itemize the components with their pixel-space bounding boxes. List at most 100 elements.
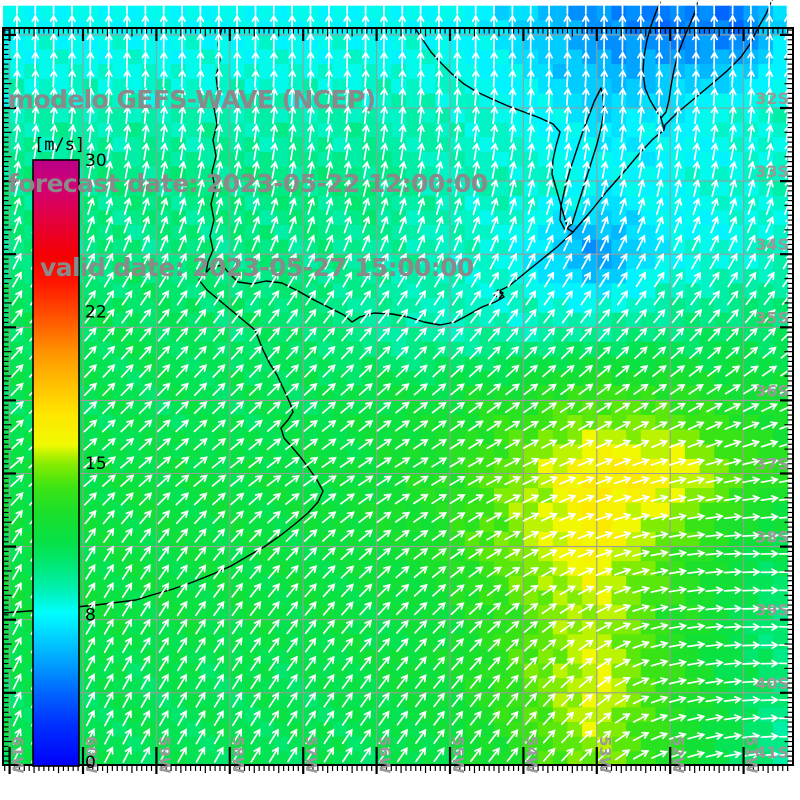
field-cell — [112, 151, 128, 167]
field-cell — [259, 5, 275, 21]
field-cell — [185, 707, 201, 723]
field-cell — [655, 575, 671, 591]
field-cell — [185, 93, 201, 109]
field-cell — [185, 385, 201, 401]
field-cell — [552, 678, 568, 694]
field-cell — [273, 166, 289, 182]
field-cell — [3, 181, 11, 197]
field-cell — [185, 166, 201, 182]
field-cell — [479, 648, 495, 664]
field-cell — [464, 634, 480, 650]
field-cell — [185, 561, 201, 577]
field-cell — [185, 488, 201, 504]
field-cell — [185, 532, 201, 548]
field-cell — [699, 64, 715, 80]
field-cell — [112, 429, 128, 445]
field-cell — [112, 283, 128, 299]
field-cell — [273, 239, 289, 255]
field-cell — [3, 751, 11, 766]
field-cell — [626, 356, 642, 372]
field-cell — [552, 312, 568, 328]
field-cell — [83, 707, 99, 723]
field-cell — [332, 444, 348, 460]
field-cell — [112, 707, 128, 723]
field-cell — [3, 93, 11, 109]
field-cell — [185, 634, 201, 650]
field-cell — [758, 400, 774, 416]
field-cell — [552, 385, 568, 401]
field-cell — [640, 239, 656, 255]
field-cell — [273, 298, 289, 314]
field-cell — [288, 429, 304, 445]
field-cell — [420, 561, 436, 577]
field-cell — [361, 210, 378, 226]
field-cell — [97, 254, 113, 270]
field-cell — [112, 166, 128, 182]
field-cell — [494, 590, 510, 606]
field-cell — [215, 210, 231, 226]
field-cell — [332, 268, 348, 284]
field-cell — [171, 692, 187, 708]
field-cell — [3, 210, 11, 226]
field-cell — [317, 356, 334, 372]
field-cell — [273, 78, 289, 94]
field-cell — [347, 108, 363, 124]
field-cell — [259, 151, 275, 167]
field-cell — [420, 678, 436, 694]
field-cell — [552, 166, 568, 182]
field-cell — [376, 634, 392, 650]
field-cell — [317, 444, 334, 460]
field-cell — [185, 181, 201, 197]
field-cell — [684, 532, 701, 548]
field-cell — [141, 517, 157, 533]
field-cell — [229, 166, 245, 182]
field-cell — [347, 415, 363, 431]
field-cell — [317, 663, 334, 679]
field-cell — [332, 341, 348, 357]
field-cell — [141, 736, 157, 752]
field-cell — [582, 648, 598, 664]
field-cell — [3, 268, 11, 284]
field-cell — [435, 532, 451, 548]
field-cell — [112, 195, 128, 211]
field-cell — [464, 546, 480, 562]
field-cell — [171, 663, 187, 679]
field-cell — [259, 458, 275, 474]
field-cell — [200, 678, 216, 694]
field-cell — [3, 5, 11, 21]
field-cell — [112, 225, 128, 241]
field-cell — [3, 502, 11, 518]
field-cell — [655, 64, 671, 80]
field-cell — [127, 678, 143, 694]
field-cell — [582, 49, 598, 65]
field-cell — [376, 517, 392, 533]
field-cell — [567, 473, 583, 489]
field-cell — [185, 122, 201, 138]
field-cell — [215, 575, 231, 591]
field-cell — [317, 575, 334, 591]
field-cell — [244, 254, 260, 270]
field-cell — [229, 634, 245, 650]
field-cell — [347, 5, 363, 21]
field-cell — [200, 5, 216, 21]
field-cell — [127, 371, 143, 387]
field-cell — [728, 722, 745, 738]
field-cell — [317, 517, 334, 533]
field-cell — [347, 49, 363, 65]
field-cell — [112, 648, 128, 664]
field-cell — [3, 532, 11, 548]
field-cell — [347, 298, 363, 314]
field-cell — [171, 722, 187, 738]
field-cell — [640, 692, 656, 708]
field-cell — [259, 283, 275, 299]
field-cell — [347, 590, 363, 606]
field-cell — [185, 473, 201, 489]
field-cell — [317, 648, 334, 664]
field-cell — [479, 692, 495, 708]
field-cell — [391, 590, 407, 606]
field-cell — [494, 371, 510, 387]
field-cell — [3, 225, 11, 241]
field-cell — [185, 429, 201, 445]
field-cell — [699, 356, 715, 372]
field-cell — [141, 619, 157, 635]
